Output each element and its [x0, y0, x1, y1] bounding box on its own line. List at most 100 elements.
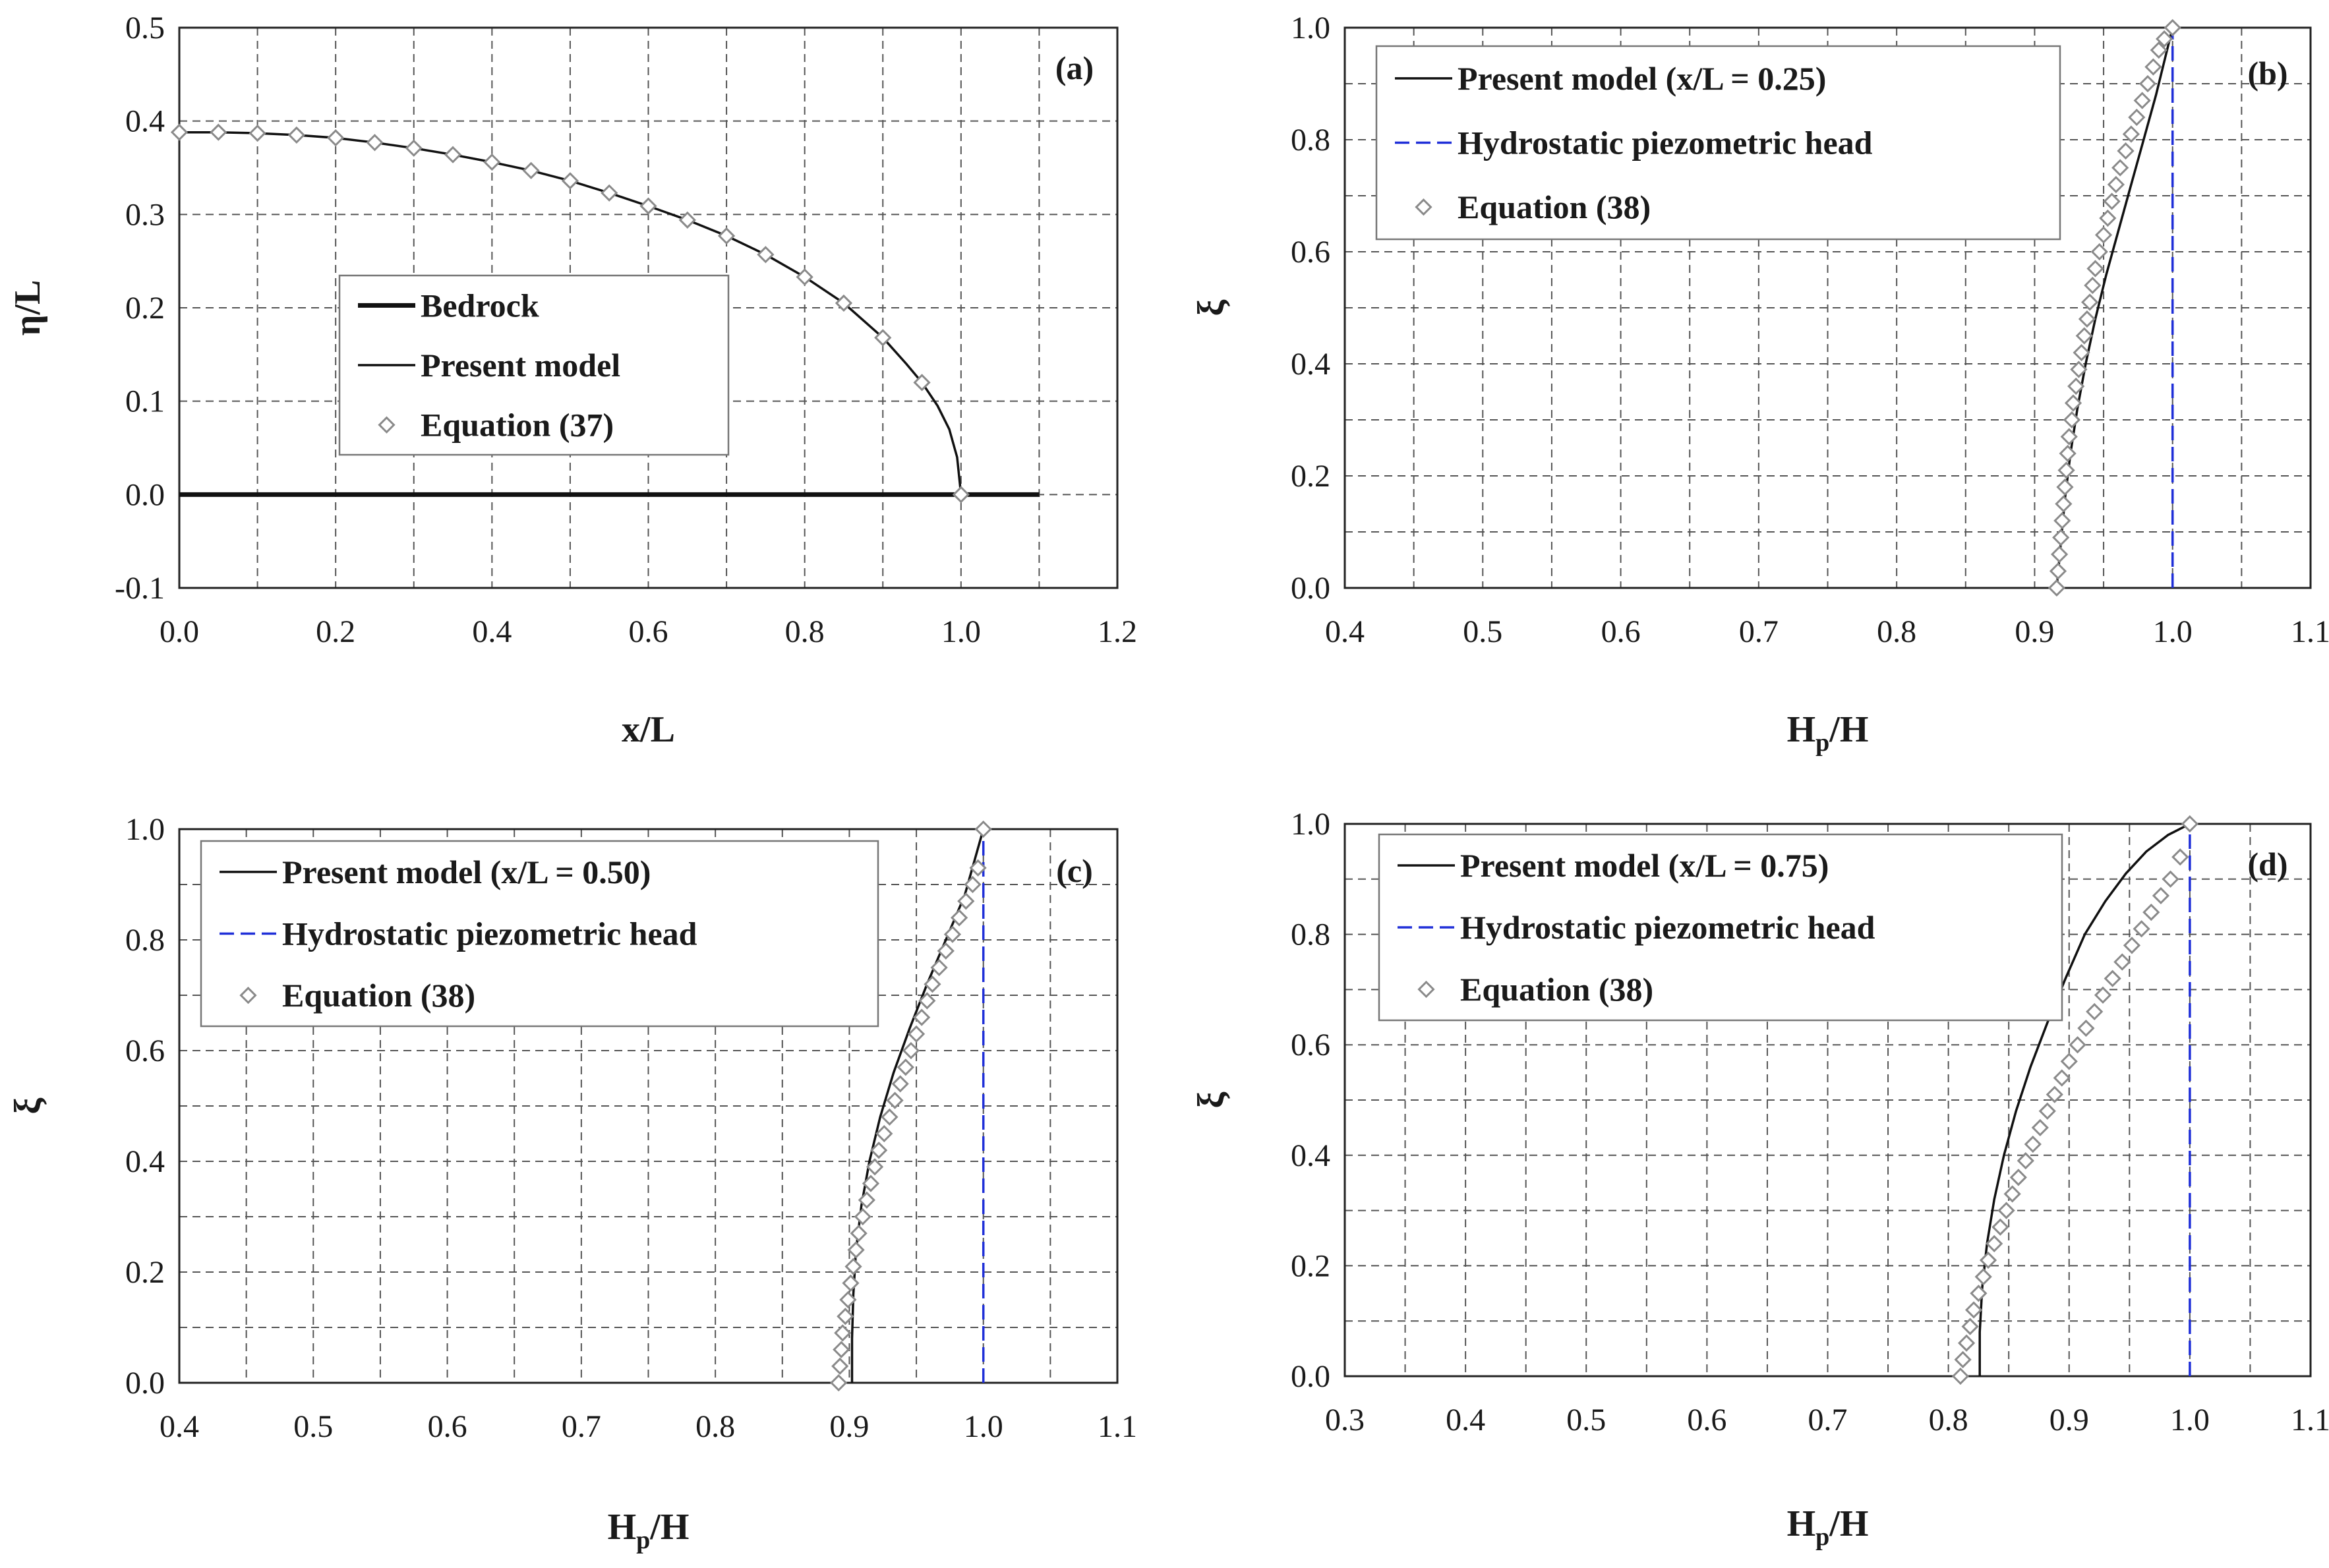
y-tick-label: 0.3 — [125, 197, 165, 232]
plot-frame — [178, 828, 1119, 1384]
equation-data-point — [833, 1341, 850, 1358]
y-tick-label: 0.0 — [125, 477, 165, 512]
equation-data-point — [2099, 209, 2117, 227]
y-tick-label: 0.8 — [1291, 123, 1330, 158]
equation-data-point — [1964, 1301, 1983, 1319]
panel-label: (d) — [2247, 846, 2287, 883]
y-tick-label: 0.6 — [125, 1033, 165, 1068]
equation-data-point — [2081, 293, 2099, 311]
equation-data-point — [757, 246, 775, 264]
equation-data-point — [2111, 159, 2129, 177]
legend-swatch-equation — [378, 416, 396, 434]
equation-data-point — [483, 153, 501, 171]
equation-data-point — [2057, 461, 2075, 479]
equation-data-point — [287, 126, 305, 144]
equation-data-point — [913, 1008, 931, 1026]
y-tick-label: 0.0 — [1291, 571, 1330, 606]
y-tick-label: 0.0 — [1291, 1359, 1330, 1394]
equation-data-point — [952, 486, 970, 504]
equation-data-point — [2164, 18, 2181, 37]
equation-data-point — [2031, 1118, 2049, 1137]
x-axis-title-main: H — [1787, 1503, 1816, 1544]
equation-data-point — [2094, 986, 2112, 1004]
legend-label: Hydrostatic piezometric head — [1458, 125, 1873, 161]
legend: Bedrock Present model Equation (37) — [338, 274, 730, 456]
equation-data-point — [1954, 1350, 1972, 1368]
plot-frame — [1343, 823, 2312, 1378]
equation-data-point — [2078, 310, 2096, 328]
equation-data-point — [2094, 226, 2113, 244]
equation-data-point — [639, 197, 657, 215]
y-tick-label: 0.1 — [125, 384, 165, 419]
x-tick-label: 1.0 — [941, 614, 981, 649]
equation-data-point — [937, 942, 955, 960]
legend-label: Present model (x/L = 0.50) — [282, 854, 651, 890]
y-tick-label: 0.5 — [125, 11, 165, 45]
present-model-curve — [1978, 823, 2191, 1376]
equation-data-point — [2152, 886, 2170, 905]
equation-data-point — [950, 909, 968, 927]
legend-box — [1378, 833, 2063, 1022]
equation-data-point — [2107, 175, 2125, 194]
equation-data-point — [2063, 411, 2081, 429]
legend-swatch-equation — [239, 987, 257, 1004]
equation-data-point — [891, 1075, 909, 1093]
x-tick-label: 0.8 — [785, 614, 825, 649]
equation-data-point — [2128, 108, 2146, 127]
legend-box — [200, 840, 879, 1028]
x-tick-label: 0.6 — [428, 1409, 467, 1444]
x-tick-label: 0.9 — [829, 1409, 869, 1444]
equation-data-point — [957, 892, 975, 910]
y-tick-label: 0.2 — [1291, 1248, 1330, 1283]
equation-data-point — [2090, 243, 2108, 261]
legend: Present model (x/L = 0.75) Hydrostatic pi… — [1378, 833, 2063, 1022]
equation-data-point — [2084, 276, 2102, 295]
equation-data-point — [210, 123, 227, 141]
y-tick-label: 0.4 — [1291, 1138, 1330, 1173]
y-tick-label: 0.4 — [125, 104, 165, 139]
equation-data-point — [2104, 970, 2121, 987]
equation-data-point — [844, 1258, 862, 1275]
equation-data-point — [2162, 870, 2179, 888]
x-tick-label: 0.8 — [1929, 1403, 1968, 1437]
legend-label: Equation (38) — [1458, 189, 1651, 225]
y-tick-label: -0.1 — [115, 571, 165, 606]
present-model-curve — [850, 828, 985, 1383]
equation-data-point — [924, 975, 941, 993]
x-axis-title-subscript: p — [1815, 729, 1829, 757]
equation-data-point — [875, 1124, 893, 1143]
x-tick-label: 0.5 — [1463, 614, 1502, 649]
equation-data-point — [2050, 545, 2069, 564]
equation-data-point — [2009, 1169, 2027, 1186]
legend-label: Present model (x/L = 0.25) — [1458, 60, 1826, 97]
x-tick-label: 1.0 — [2170, 1403, 2210, 1437]
equation-data-point — [1991, 1218, 2009, 1236]
equation-data-point — [907, 1025, 926, 1043]
equation-data-point — [874, 329, 892, 347]
equation-data-point — [1997, 1202, 2015, 1219]
plot-frame — [1343, 26, 2312, 589]
x-tick-label: 0.7 — [1808, 1403, 1848, 1437]
equation-data-point — [1970, 1285, 1988, 1302]
legend: Present model (x/L = 0.50) Hydrostatic pi… — [200, 840, 879, 1028]
equation-data-point — [2113, 953, 2131, 971]
equation-data-point — [830, 1374, 848, 1392]
equation-data-point — [2070, 361, 2088, 378]
equation-data-point — [561, 172, 579, 190]
legend-label: Present model — [421, 347, 620, 384]
y-tick-label: 0.4 — [125, 1144, 165, 1179]
legend-label: Equation (37) — [421, 407, 614, 444]
x-tick-label: 0.0 — [160, 614, 199, 649]
y-tick-label: 0.6 — [1291, 1028, 1330, 1062]
equation-data-point — [2077, 1019, 2095, 1037]
equation-data-point — [1974, 1268, 1992, 1286]
panel-b: 0.4 0.5 0.6 0.7 0.8 0.9 1.0 1.1 0.0 0.2 0.4 0.6 0.8 1… — [1191, 11, 2329, 757]
equation-data-point — [969, 859, 987, 877]
equation-data-point — [2053, 511, 2071, 530]
equation-data-point — [2138, 74, 2157, 93]
y-tick-label: 0.8 — [1291, 917, 1330, 952]
equation-data-point — [405, 139, 423, 157]
x-tick-label: 1.1 — [2291, 1403, 2329, 1437]
x-axis-title: Hp/H — [608, 1507, 690, 1554]
